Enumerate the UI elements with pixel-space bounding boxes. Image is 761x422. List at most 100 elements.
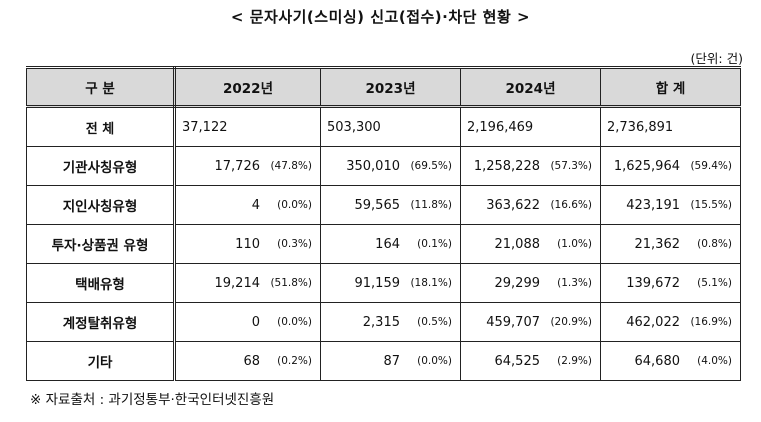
- table-cell: 0 (0.0%): [174, 302, 321, 342]
- cell-value: 59,565: [354, 197, 401, 213]
- cell-value: 21,362: [634, 236, 681, 252]
- table-cell: 21,362 (0.8%): [600, 224, 741, 264]
- cell-percent: (1.3%): [557, 277, 592, 289]
- table-cell: 164 (0.1%): [320, 224, 461, 264]
- cell-percent: (57.3%): [550, 160, 592, 172]
- table-cell: 64,680 (4.0%): [600, 341, 741, 381]
- cell-percent: (0.5%): [417, 316, 452, 328]
- cell-value: 110: [235, 236, 260, 252]
- cell-percent: (0.3%): [277, 238, 312, 250]
- table-row: 택배유형 19,214 (51.8%) 91,159 (18.1%) 29,299 (1.3…: [26, 263, 741, 303]
- header-row: 구 분 2022년 2023년 2024년 합 계: [26, 66, 741, 108]
- table-cell: 2,315 (0.5%): [320, 302, 461, 342]
- cell-value: 164: [375, 236, 400, 252]
- cell-percent: (0.2%): [277, 355, 312, 367]
- cell-value: 503,300: [327, 119, 381, 135]
- cell-value: 139,672: [626, 275, 680, 291]
- cell-percent: (4.0%): [697, 355, 732, 367]
- table-row: 기타 68 (0.2%) 87 (0.0%) 64,525 (2.9%) 64,680 (4.0…: [26, 341, 741, 381]
- cell-value: 64,680: [634, 353, 681, 369]
- table-cell: 37,122: [174, 106, 321, 147]
- table-cell: 110 (0.3%): [174, 224, 321, 264]
- cell-value: 2,315: [362, 314, 400, 330]
- cell-value: 17,726: [214, 158, 261, 174]
- cell-percent: (5.1%): [697, 277, 732, 289]
- row-label: 전 체: [26, 106, 176, 147]
- cell-percent: (0.8%): [697, 238, 732, 250]
- unit-label: (단위: 건): [690, 51, 743, 66]
- cell-value: 87: [383, 353, 400, 369]
- table-cell: 139,672 (5.1%): [600, 263, 741, 303]
- row-label: 지인사칭유형: [26, 185, 176, 225]
- cell-value: 1,625,964: [613, 158, 680, 174]
- table-cell: 91,159 (18.1%): [320, 263, 461, 303]
- header-2024: 2024년: [460, 66, 601, 108]
- cell-percent: (16.6%): [550, 199, 592, 211]
- cell-value: 2,736,891: [607, 119, 674, 135]
- cell-value: 350,010: [346, 158, 400, 174]
- row-label: 계정탈취유형: [26, 302, 176, 342]
- cell-percent: (15.5%): [690, 199, 732, 211]
- cell-value: 4: [251, 197, 260, 213]
- row-label: 기관사칭유형: [26, 146, 176, 186]
- table-cell: 4 (0.0%): [174, 185, 321, 225]
- source-note: ※ 자료출처 : 과기정통부·한국인터넷진흥원: [30, 392, 275, 408]
- table-cell: 17,726 (47.8%): [174, 146, 321, 186]
- cell-percent: (11.8%): [410, 199, 452, 211]
- cell-value: 29,299: [494, 275, 541, 291]
- table-cell: 1,258,228 (57.3%): [460, 146, 601, 186]
- cell-value: 1,258,228: [473, 158, 540, 174]
- table-cell: 2,736,891: [600, 106, 741, 147]
- cell-value: 19,214: [214, 275, 261, 291]
- table-row: 투자·상품권 유형 110 (0.3%) 164 (0.1%) 21,088 (1.0%) 2…: [26, 224, 741, 264]
- table-row: 계정탈취유형 0 (0.0%) 2,315 (0.5%) 459,707 (20.9%) 46…: [26, 302, 741, 342]
- cell-percent: (2.9%): [557, 355, 592, 367]
- table-cell: 462,022 (16.9%): [600, 302, 741, 342]
- table-cell: 29,299 (1.3%): [460, 263, 601, 303]
- table-row: 기관사칭유형 17,726 (47.8%) 350,010 (69.5%) 1,258,2…: [26, 146, 741, 186]
- smishing-stats-table: 구 분 2022년 2023년 2024년 합 계 전 체 37,122 503…: [26, 66, 741, 381]
- cell-value: 91,159: [354, 275, 401, 291]
- cell-value: 64,525: [494, 353, 541, 369]
- cell-percent: (0.1%): [417, 238, 452, 250]
- table-cell: 19,214 (51.8%): [174, 263, 321, 303]
- cell-percent: (69.5%): [410, 160, 452, 172]
- cell-value: 68: [243, 353, 260, 369]
- cell-percent: (0.0%): [277, 316, 312, 328]
- table-cell: 68 (0.2%): [174, 341, 321, 381]
- table-cell: 87 (0.0%): [320, 341, 461, 381]
- table-cell: 1,625,964 (59.4%): [600, 146, 741, 186]
- table-cell: 21,088 (1.0%): [460, 224, 601, 264]
- cell-percent: (18.1%): [410, 277, 452, 289]
- total-row: 전 체 37,122 503,300 2,196,469 2,736,891: [26, 106, 741, 147]
- cell-percent: (1.0%): [557, 238, 592, 250]
- table-cell: 423,191 (15.5%): [600, 185, 741, 225]
- table-cell: 59,565 (11.8%): [320, 185, 461, 225]
- header-category: 구 분: [26, 66, 176, 108]
- cell-value: 37,122: [182, 119, 228, 135]
- row-label: 기타: [26, 341, 176, 381]
- cell-percent: (0.0%): [417, 355, 452, 367]
- header-2022: 2022년: [174, 66, 321, 108]
- cell-percent: (20.9%): [550, 316, 592, 328]
- cell-value: 21,088: [494, 236, 541, 252]
- table-cell: 459,707 (20.9%): [460, 302, 601, 342]
- cell-value: 462,022: [626, 314, 680, 330]
- table-cell: 363,622 (16.6%): [460, 185, 601, 225]
- row-label: 택배유형: [26, 263, 176, 303]
- cell-value: 2,196,469: [467, 119, 534, 135]
- cell-value: 423,191: [626, 197, 680, 213]
- cell-value: 363,622: [486, 197, 540, 213]
- table-cell: 64,525 (2.9%): [460, 341, 601, 381]
- cell-percent: (47.8%): [270, 160, 312, 172]
- row-label: 투자·상품권 유형: [26, 224, 176, 264]
- cell-value: 459,707: [486, 314, 540, 330]
- table-cell: 503,300: [320, 106, 461, 147]
- cell-percent: (16.9%): [690, 316, 732, 328]
- table-cell: 350,010 (69.5%): [320, 146, 461, 186]
- header-total: 합 계: [600, 66, 741, 108]
- table-row: 지인사칭유형 4 (0.0%) 59,565 (11.8%) 363,622 (16.6%)…: [26, 185, 741, 225]
- table-cell: 2,196,469: [460, 106, 601, 147]
- cell-value: 0: [251, 314, 260, 330]
- cell-percent: (59.4%): [690, 160, 732, 172]
